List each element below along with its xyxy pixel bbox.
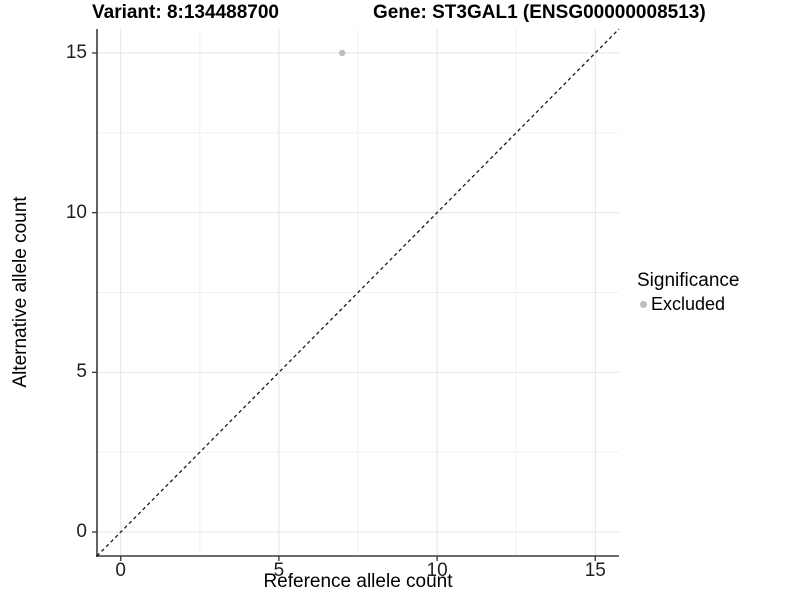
y-tick-label: 10 xyxy=(65,201,87,223)
x-tick-label: 10 xyxy=(426,560,448,581)
legend-item-excluded: Excluded xyxy=(636,294,739,314)
y-tick-label: 0 xyxy=(76,521,87,543)
x-tick-label: 15 xyxy=(584,560,606,581)
x-axis-title: Reference allele count xyxy=(263,571,453,592)
y-tick-label: 5 xyxy=(76,361,87,383)
gene-title: Gene: ST3GAL1 (ENSG00000008513) xyxy=(373,2,706,23)
variant-title: Variant: 8:134488700 xyxy=(92,2,279,23)
legend-point-icon xyxy=(640,300,647,308)
legend: Significance Excluded xyxy=(636,270,740,315)
x-tick-label: 5 xyxy=(273,560,285,581)
x-tick-label: 0 xyxy=(115,560,126,581)
legend-title: Significance xyxy=(637,270,740,291)
identity-line xyxy=(96,28,620,557)
data-point xyxy=(338,49,346,57)
legend-item-label: Excluded xyxy=(651,294,726,314)
y-axis-title: Alternative allele count xyxy=(10,196,31,388)
y-tick-label: 15 xyxy=(65,41,87,63)
